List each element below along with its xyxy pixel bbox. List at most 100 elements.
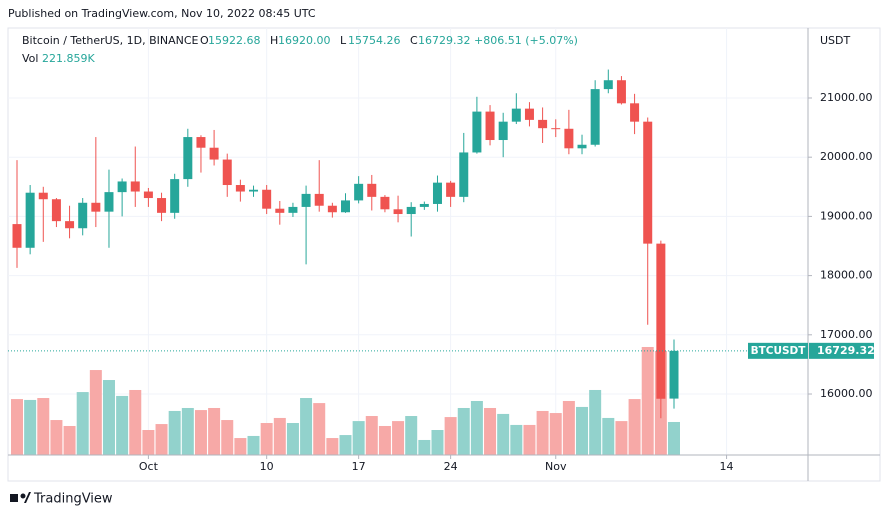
candle-body — [301, 193, 311, 207]
y-tick-label: 21000.00 — [820, 91, 873, 104]
volume-bar — [549, 413, 562, 455]
candle-body — [459, 152, 469, 197]
candle-body — [511, 108, 521, 122]
candle-body — [222, 159, 232, 186]
logo-slash — [24, 492, 31, 503]
candle-body — [393, 209, 403, 215]
x-tick-label: Nov — [545, 460, 567, 473]
candle-body — [130, 181, 140, 192]
y-tick-label: 16000.00 — [820, 387, 873, 400]
volume-bar — [523, 424, 536, 455]
candle-body — [157, 198, 167, 213]
candle-body — [446, 182, 456, 197]
volume-bar — [418, 439, 431, 455]
volume-bar — [562, 400, 575, 455]
candle-body — [78, 202, 88, 229]
y-tick-label: 18000.00 — [820, 269, 873, 282]
legend-key: O — [200, 34, 209, 47]
volume-bar — [221, 420, 234, 455]
candle-body — [275, 208, 285, 213]
last-price-label: 16729.32 — [817, 344, 875, 357]
candle-body — [327, 205, 337, 213]
candle-body — [196, 137, 206, 148]
candle-body — [380, 196, 390, 210]
candle-body — [485, 111, 495, 141]
candle-body — [25, 192, 35, 248]
logo-dot — [20, 493, 26, 499]
candle-body — [669, 350, 679, 399]
x-tick-label: 14 — [720, 460, 734, 473]
candle-body — [656, 243, 666, 399]
volume-bar — [11, 399, 23, 455]
volume-bar — [510, 424, 523, 455]
candle-body — [354, 183, 364, 201]
candle-body — [538, 119, 548, 129]
candle-body — [524, 108, 534, 120]
legend-value: 15922.68 — [208, 34, 261, 47]
volume-bar — [273, 417, 286, 455]
legend-value: 15754.26 — [348, 34, 401, 47]
candle-body — [564, 128, 574, 149]
candle-body — [65, 221, 75, 229]
volume-bar — [457, 407, 470, 455]
volume-bar — [497, 413, 510, 455]
volume-bar — [313, 403, 326, 455]
last-price-box — [809, 342, 874, 359]
y-tick-label: 20000.00 — [820, 150, 873, 163]
volume-bar — [405, 416, 418, 455]
candle-body — [235, 185, 245, 192]
x-tick-label: 10 — [260, 460, 274, 473]
candle-body — [498, 121, 508, 141]
volume-label: Vol — [22, 52, 38, 65]
candle-body — [209, 147, 219, 160]
volume-bar — [444, 417, 457, 455]
volume-bar — [116, 395, 129, 455]
volume-bar — [194, 410, 207, 455]
candle-body — [51, 199, 61, 222]
candle-body — [432, 182, 442, 204]
volume-bar — [470, 400, 483, 455]
volume-bar — [208, 407, 221, 455]
volume-bar — [392, 421, 405, 455]
volume-bar — [326, 438, 339, 455]
volume-bar — [168, 410, 181, 455]
legend-key: H — [270, 34, 278, 47]
x-tick-label: 24 — [444, 460, 458, 473]
candle-body — [472, 111, 482, 153]
volume-bar — [641, 346, 654, 455]
volume-bar — [378, 425, 391, 455]
grid — [8, 28, 808, 455]
footer-logo — [10, 492, 31, 503]
volume-bar — [181, 407, 194, 455]
x-tick-label: Oct — [139, 460, 159, 473]
volume-bar — [589, 389, 602, 455]
volume-bar — [615, 421, 628, 455]
volume-bar — [484, 407, 497, 455]
chart-title: Bitcoin / TetherUS, 1D, BINANCE — [22, 34, 199, 47]
candle-body — [143, 191, 153, 199]
candle-body — [104, 192, 114, 212]
currency: USDT — [820, 34, 851, 47]
frame — [7, 27, 881, 482]
candle-body — [262, 189, 272, 209]
legend-value: 16920.00 — [278, 34, 331, 47]
volume-bar — [37, 398, 50, 455]
candle-body — [170, 179, 180, 213]
candle-body — [183, 137, 193, 180]
volume-bar — [76, 392, 89, 455]
candle-body — [603, 80, 613, 90]
candle-body — [643, 121, 653, 244]
candle-body — [117, 181, 127, 193]
candle-body — [551, 128, 561, 130]
volume-bar — [102, 380, 115, 455]
volume-bar — [431, 430, 444, 455]
volume-bar — [536, 410, 549, 455]
candle-body — [38, 192, 48, 200]
volume-bar — [155, 424, 168, 455]
candle-body — [367, 183, 377, 197]
candle-body — [406, 206, 416, 215]
candles — [12, 69, 679, 419]
symbol-label-box — [748, 342, 808, 359]
volume-bar — [628, 399, 641, 455]
